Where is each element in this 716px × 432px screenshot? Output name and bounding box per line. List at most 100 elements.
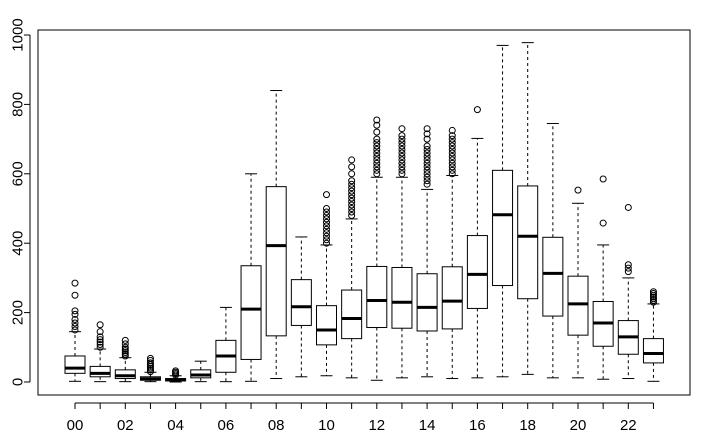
outlier-point bbox=[373, 116, 381, 124]
outlier-point bbox=[323, 218, 330, 226]
outlier-point bbox=[423, 159, 431, 167]
box-body bbox=[441, 266, 463, 330]
outlier-point bbox=[146, 359, 154, 367]
box-body bbox=[567, 275, 589, 336]
x-tick-label: 06 bbox=[218, 417, 235, 432]
y-tick-label: 600 bbox=[10, 161, 27, 186]
outlier-point bbox=[348, 191, 356, 199]
outlier-point bbox=[71, 326, 79, 334]
box-body bbox=[265, 186, 287, 337]
outlier-point bbox=[323, 222, 330, 230]
outlier-point bbox=[423, 152, 431, 160]
outlier-point bbox=[348, 198, 356, 206]
box-00 bbox=[64, 279, 86, 382]
box-05 bbox=[190, 360, 212, 383]
outlier-point bbox=[348, 184, 356, 192]
box-07 bbox=[240, 173, 262, 382]
x-tick-label: 20 bbox=[570, 417, 587, 432]
outlier-point bbox=[448, 159, 456, 167]
outlier-point bbox=[323, 229, 330, 237]
outlier-point bbox=[172, 367, 180, 375]
outlier-point bbox=[398, 163, 406, 171]
outlier-point bbox=[373, 135, 381, 143]
outlier-point bbox=[624, 264, 632, 272]
outlier-point bbox=[423, 163, 431, 171]
outlier-point bbox=[146, 354, 154, 362]
box-13 bbox=[391, 125, 413, 379]
x-tick-label: 10 bbox=[318, 417, 335, 432]
y-tick-label: 400 bbox=[10, 231, 27, 256]
outlier-point bbox=[423, 142, 431, 150]
outlier-point bbox=[71, 291, 79, 299]
outlier-point bbox=[71, 319, 79, 327]
outlier-point bbox=[71, 316, 79, 324]
outlier-point bbox=[448, 149, 456, 157]
box-17 bbox=[492, 44, 514, 378]
outlier-point bbox=[423, 180, 431, 188]
outlier-point bbox=[323, 191, 330, 199]
outlier-point bbox=[323, 236, 330, 244]
outlier-point bbox=[398, 142, 406, 150]
outlier-point bbox=[373, 146, 381, 154]
y-tick-label: 200 bbox=[10, 300, 27, 325]
box-16 bbox=[466, 106, 488, 379]
outlier-point bbox=[398, 170, 406, 178]
outlier-point bbox=[121, 343, 129, 351]
outlier-point bbox=[373, 170, 381, 178]
y-axis: 0 200 400 600 800 1000 bbox=[10, 18, 31, 386]
box-body bbox=[492, 169, 514, 287]
outlier-point bbox=[423, 125, 431, 133]
boxes bbox=[64, 42, 664, 383]
outlier-point bbox=[423, 177, 431, 185]
outlier-point bbox=[423, 135, 431, 143]
outlier-point bbox=[373, 121, 381, 129]
outlier-point bbox=[348, 187, 356, 195]
box-body bbox=[341, 289, 363, 340]
box-12 bbox=[366, 116, 388, 381]
outlier-point bbox=[423, 156, 431, 164]
outlier-point bbox=[348, 205, 356, 212]
outlier-point bbox=[323, 239, 330, 247]
outlier-point bbox=[323, 232, 330, 240]
box-14 bbox=[416, 125, 438, 378]
outlier-point bbox=[398, 159, 406, 167]
outlier-point bbox=[448, 126, 456, 134]
outlier-point bbox=[348, 208, 356, 216]
box-body bbox=[416, 273, 438, 332]
outlier-point bbox=[373, 139, 381, 147]
outlier-point bbox=[373, 128, 381, 136]
box-20 bbox=[567, 186, 589, 379]
outlier-point bbox=[96, 338, 104, 346]
box-09 bbox=[290, 236, 312, 378]
box-body bbox=[517, 185, 539, 300]
outlier-point bbox=[423, 170, 431, 178]
outlier-point bbox=[398, 149, 406, 157]
box-body bbox=[114, 369, 136, 380]
x-tick-label: 14 bbox=[419, 417, 436, 432]
box-body bbox=[366, 265, 388, 329]
outlier-point bbox=[398, 132, 406, 140]
outlier-point bbox=[423, 146, 431, 154]
outlier-point bbox=[599, 175, 607, 183]
outlier-point bbox=[624, 268, 632, 276]
outlier-point bbox=[599, 219, 607, 227]
outlier-point bbox=[448, 163, 456, 171]
outlier-point bbox=[448, 142, 456, 150]
outlier-point bbox=[473, 106, 481, 114]
y-tick-label: 800 bbox=[10, 92, 27, 117]
outlier-point bbox=[323, 225, 330, 233]
outlier-point bbox=[624, 261, 632, 269]
outlier-point bbox=[398, 152, 406, 160]
outlier-point bbox=[373, 159, 381, 167]
outlier-point bbox=[448, 170, 456, 178]
outlier-point bbox=[71, 310, 79, 318]
outlier-point bbox=[71, 307, 79, 315]
box-body bbox=[316, 305, 337, 346]
x-tick-label: 18 bbox=[519, 417, 536, 432]
outlier-point bbox=[398, 125, 406, 133]
box-body bbox=[64, 355, 86, 374]
outlier-point bbox=[423, 130, 431, 138]
x-axis: 00 02 04 06 08 10 12 14 16 18 20 22 bbox=[67, 402, 654, 432]
box-02 bbox=[114, 336, 136, 383]
